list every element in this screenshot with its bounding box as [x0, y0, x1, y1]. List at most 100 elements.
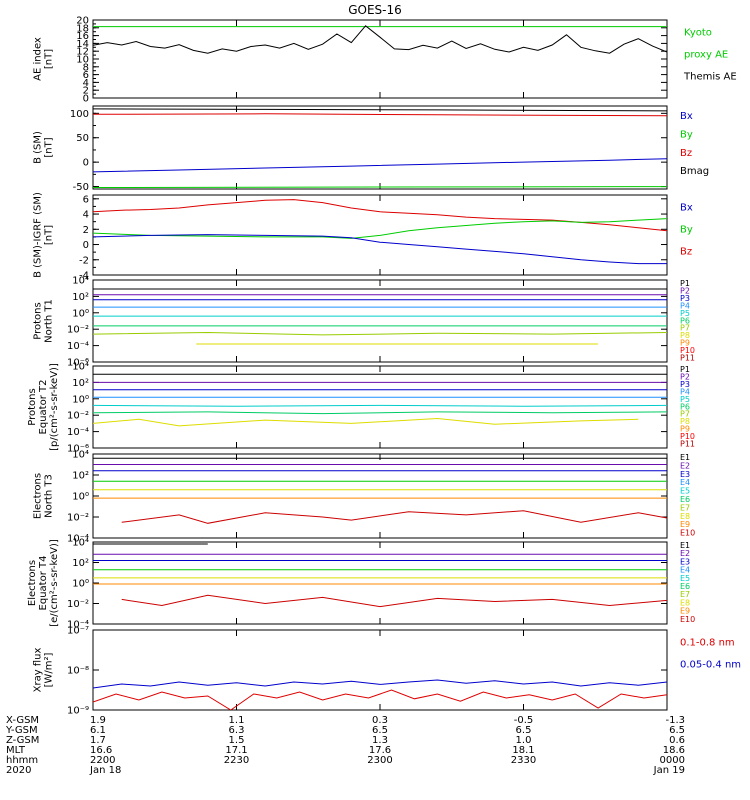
y-tick-label: 10⁻⁴ — [67, 534, 89, 545]
legend-entry: P5 — [680, 309, 690, 318]
footer-value: 1.3 — [372, 735, 388, 746]
y-axis-label: Xray flux — [33, 648, 44, 693]
footer-value: 0000 — [660, 755, 685, 766]
legend-entry: P5 — [680, 395, 690, 404]
legend-entry: E1 — [680, 541, 690, 550]
y-tick-label: 10⁻² — [67, 411, 89, 422]
y-tick-label: 10⁰ — [72, 308, 89, 319]
footer-ephemeris: X-GSMY-GSMZ-GSMMLThhmm20201.96.11.716.62… — [5, 715, 685, 776]
footer-value: 2300 — [367, 755, 392, 766]
y-tick-label: 10⁻⁹ — [67, 706, 89, 717]
legend-entry: P2 — [680, 372, 690, 381]
legend-entry: E5 — [680, 487, 690, 496]
legend-entry: P6 — [680, 316, 690, 325]
y-tick-label: 10⁴ — [72, 538, 89, 549]
panel-2: -50 0 50 100 B (SM) [nT] Bx By Bz Bmag — [33, 105, 709, 193]
legend-entry: P7 — [680, 324, 690, 333]
series-line-7 — [121, 510, 667, 524]
legend-entry: P6 — [680, 402, 690, 411]
series-line-2 — [93, 25, 667, 54]
legend-entry: P11 — [680, 440, 695, 449]
legend-entry: P7 — [680, 410, 690, 419]
legend-entry: P4 — [680, 387, 690, 396]
footer-value: -1.3 — [665, 715, 685, 726]
legend-entry: By — [680, 129, 693, 140]
legend-entry: E6 — [680, 582, 690, 591]
y-tick-label: 10⁻⁴ — [67, 341, 89, 352]
y-axis-label: [p/(cm²-s-sr-keV)] — [49, 363, 60, 451]
legend-entry: E3 — [680, 557, 690, 566]
legend-entry: Bz — [680, 246, 692, 257]
legend-entry: P11 — [680, 354, 695, 363]
y-tick-label: 2 — [83, 225, 89, 236]
panel-frame — [92, 105, 668, 190]
y-tick-label: 14 — [76, 39, 89, 50]
legend-entry: E7 — [680, 590, 690, 599]
y-axis-label: [nT] — [44, 137, 55, 157]
y-axis-label: Electrons — [27, 560, 38, 606]
y-tick-label: 4 — [83, 78, 89, 89]
series-line-3 — [93, 158, 667, 173]
y-axis-label: North T1 — [44, 299, 55, 343]
series-line-2 — [93, 218, 667, 239]
footer-value: 17.1 — [225, 745, 247, 756]
y-axis-label: Protons — [27, 388, 38, 425]
legend-entry: E2 — [680, 461, 690, 470]
panel-6: 10⁻⁴ 10⁻² 10⁰ 10² 10⁴ Electrons North T3 E1E2E3… — [33, 450, 696, 545]
legend-entry: E7 — [680, 503, 690, 512]
series-line-3 — [93, 234, 667, 265]
legend-entry: E1 — [680, 453, 690, 462]
panel-4: 10⁻⁶ 10⁻⁴ 10⁻² 10⁰ 10² 10⁴ Protons North T1 P1P2… — [33, 276, 696, 369]
y-tick-label: 10⁻⁶ — [67, 444, 89, 455]
legend-entry: E5 — [680, 574, 690, 583]
footer-value: 16.6 — [90, 745, 112, 756]
y-tick-label: 16 — [76, 31, 89, 42]
y-axis-label: B (SM) — [33, 131, 44, 164]
legend-entry: E8 — [680, 512, 690, 521]
y-tick-label: 50 — [76, 133, 89, 144]
legend-entry: P10 — [680, 432, 695, 441]
y-axis-label: Protons — [33, 302, 44, 339]
series-line-7 — [121, 594, 667, 608]
plot-title: GOES-16 — [348, 3, 402, 17]
y-axis-label: B (SM)-IGRF (SM) — [33, 192, 44, 278]
legend-entry: Themis AE — [683, 71, 737, 82]
legend-entry: P3 — [680, 380, 690, 389]
series-line-7 — [93, 331, 667, 336]
y-tick-label: 0 — [83, 240, 89, 251]
footer-row-label: Z-GSM — [6, 735, 39, 746]
footer-value: 1.1 — [229, 715, 245, 726]
y-tick-label: 6 — [83, 70, 89, 81]
y-tick-label: 0 — [83, 158, 89, 169]
y-axis-label: Equator T2 — [38, 380, 49, 435]
y-tick-label: 12 — [76, 47, 89, 58]
y-tick-label: 100 — [70, 109, 89, 120]
y-tick-label: -2 — [79, 255, 89, 266]
panel-frame — [92, 365, 668, 449]
y-tick-label: 10⁰ — [72, 579, 89, 590]
legend-entry: P9 — [680, 339, 690, 348]
y-axis-label: AE index — [33, 37, 44, 81]
footer-value: 18.6 — [663, 745, 685, 756]
y-tick-label: 4 — [83, 210, 89, 221]
series-line-5 — [93, 404, 667, 407]
y-tick-label: 10⁻⁴ — [67, 620, 89, 631]
y-tick-label: 10⁻⁶ — [67, 358, 89, 369]
legend-entry: P9 — [680, 425, 690, 434]
legend-entry: Kyoto — [684, 27, 712, 38]
y-tick-label: 20 — [76, 16, 89, 27]
y-axis-label: [nT] — [44, 225, 55, 245]
legend-entry: P2 — [680, 286, 690, 295]
legend-entry: P3 — [680, 294, 690, 303]
series-line-2 — [93, 113, 667, 117]
panel-3: -4 -2 0 2 4 6 B (SM)-IGRF (SM) [nT] Bx By Bz — [33, 192, 693, 281]
legend-entry: Bmag — [680, 166, 709, 177]
panel-5: 10⁻⁶ 10⁻⁴ 10⁻² 10⁰ 10² 10⁴ Protons Equator T2 [p… — [27, 362, 695, 455]
y-axis-label: [W/m²] — [44, 652, 55, 687]
footer-value: 1.9 — [90, 715, 106, 726]
legend-entry: E10 — [680, 615, 695, 624]
y-tick-label: -50 — [73, 182, 89, 193]
y-tick-label: 10⁴ — [72, 362, 89, 373]
footer-row-label: X-GSM — [6, 715, 39, 726]
